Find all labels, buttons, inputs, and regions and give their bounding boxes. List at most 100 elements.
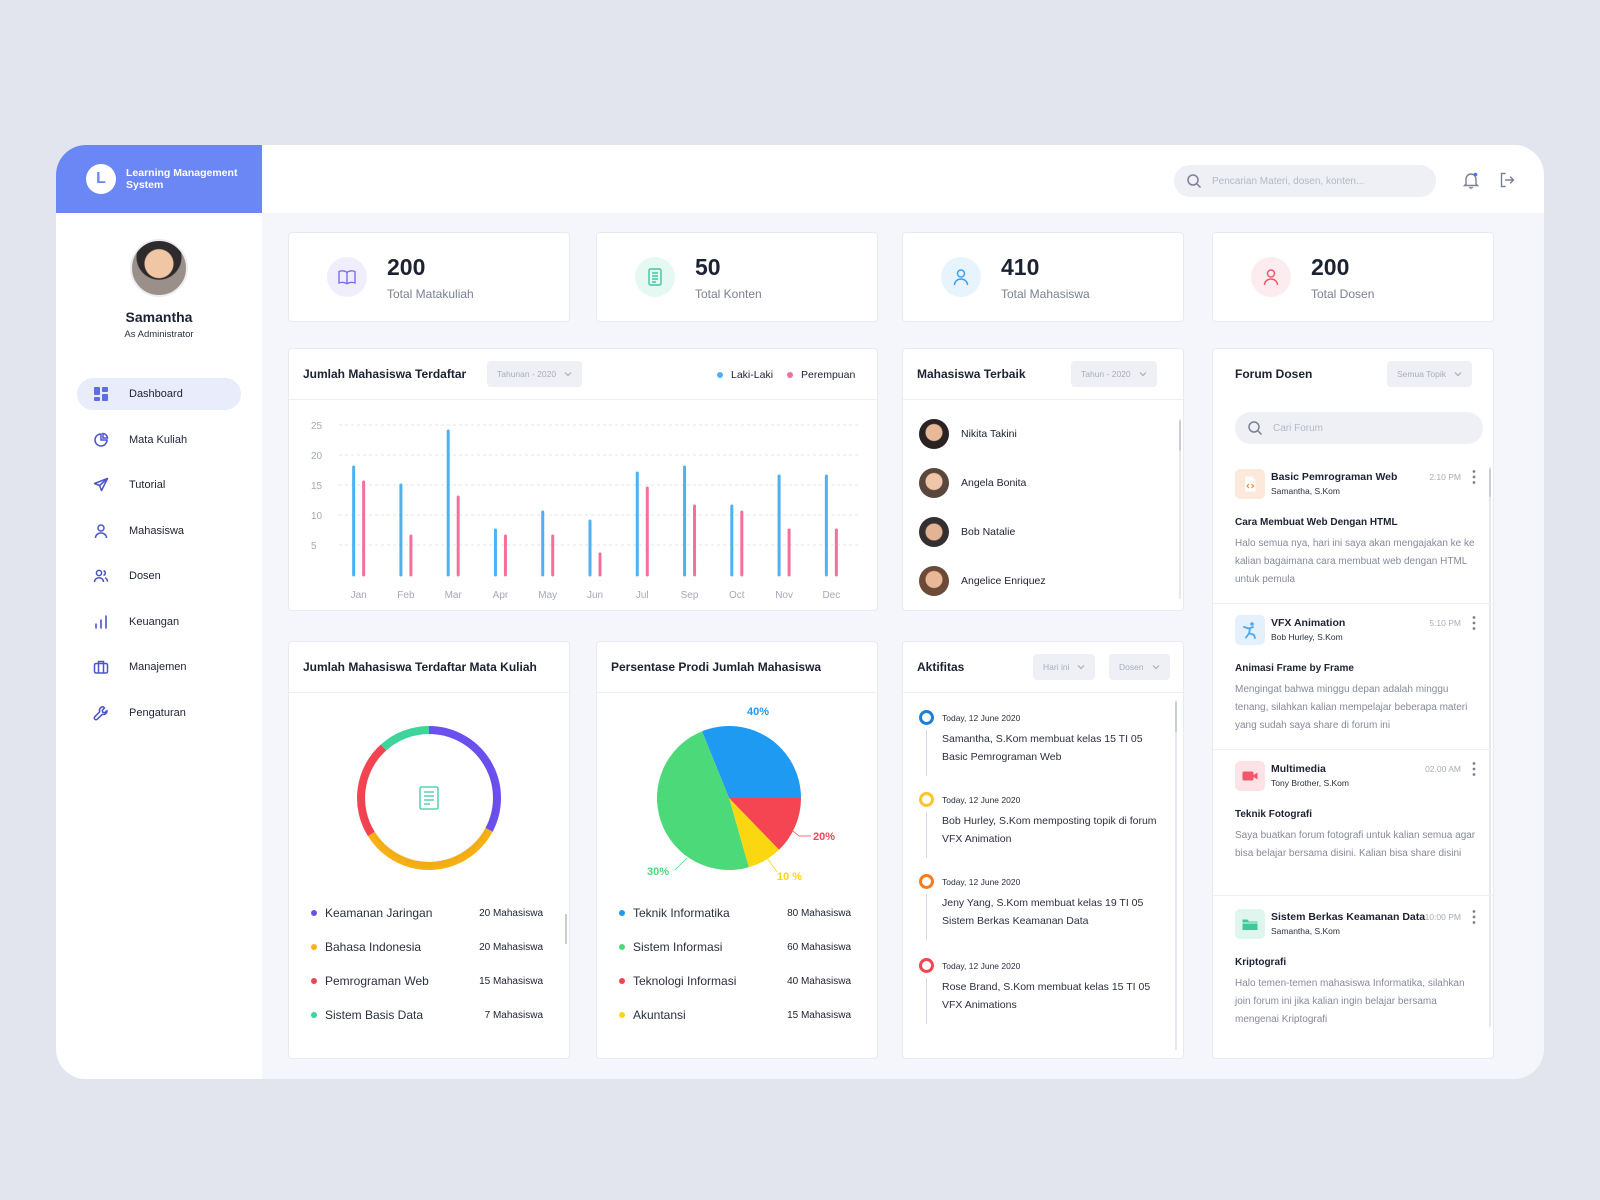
day-filter-dropdown[interactable]: Hari ini	[1033, 654, 1096, 680]
role-filter-dropdown[interactable]: Dosen	[1109, 654, 1170, 680]
pie-slice[interactable]	[702, 726, 801, 798]
legend-value: 80 Mahasiswa	[787, 907, 851, 919]
sidebar-item-mahasiswa[interactable]: Mahasiswa	[77, 515, 241, 547]
more-vertical-icon[interactable]	[1469, 761, 1479, 777]
pie-slice[interactable]	[657, 731, 749, 870]
logout-icon[interactable]	[1498, 171, 1516, 189]
code-file-icon	[1245, 476, 1256, 492]
stat-card-konten[interactable]: 50 Total Konten	[596, 232, 878, 322]
pie-slice[interactable]	[729, 798, 801, 850]
legend-dot	[311, 978, 317, 984]
sidebar-item-pengaturan[interactable]: Pengaturan	[77, 697, 241, 729]
divider	[1213, 749, 1493, 750]
donut-segment[interactable]	[357, 744, 387, 837]
post-subject: Animasi Frame by Frame	[1235, 663, 1354, 674]
timeline-dot	[919, 792, 934, 807]
prodi-pie-card: Persentase Prodi Jumlah Mahasiswa 40% 20…	[596, 641, 878, 1059]
stat-card-mahasiswa[interactable]: 410 Total Mahasiswa	[902, 232, 1184, 322]
sidebar-item-label: Dashboard	[129, 388, 183, 400]
legend-item-laki: Laki-Laki	[731, 369, 774, 381]
activity-date: Today, 12 June 2020	[942, 961, 1021, 971]
x-tick-label: Feb	[397, 590, 415, 601]
legend-value: 60 Mahasiswa	[787, 941, 851, 953]
legend-dot	[311, 1012, 317, 1018]
legend-label: Bahasa Indonesia	[325, 940, 422, 954]
list-item[interactable]: Bob Natalie	[919, 517, 1015, 547]
x-tick-label: Dec	[822, 590, 840, 601]
x-tick-label: Apr	[493, 590, 509, 601]
dropdown-value: Hari ini	[1043, 662, 1070, 672]
scrollbar[interactable]	[1489, 467, 1491, 1027]
more-vertical-icon[interactable]	[1469, 615, 1479, 631]
sidebar-item-label: Mahasiswa	[129, 524, 185, 537]
chevron-down-icon	[1078, 665, 1085, 670]
search-input[interactable]	[1212, 175, 1422, 187]
year-filter-dropdown[interactable]: Tahun - 2020	[1071, 361, 1157, 387]
activity-text: Samantha, S.Kom membuat kelas 15 TI 05 B…	[942, 733, 1143, 763]
post-title: VFX Animation	[1271, 617, 1346, 629]
x-tick-label: May	[538, 590, 557, 601]
pie-slice[interactable]	[729, 798, 780, 868]
stat-card-matakuliah[interactable]: 200 Total Matakuliah	[288, 232, 570, 322]
app-window: L Learning Management System Samantha As…	[56, 145, 1544, 1079]
donut-segment[interactable]	[428, 726, 501, 832]
legend-item: Sistem Informasi 60 Mahasiswa	[619, 940, 851, 954]
post-time: 02.00 AM	[1425, 764, 1461, 774]
donut-center	[366, 735, 492, 861]
sidebar-item-keuangan[interactable]: Keuangan	[77, 606, 241, 638]
scrollbar[interactable]	[1175, 700, 1177, 1050]
post-icon-wrap	[1235, 615, 1265, 645]
scrollbar-thumb[interactable]	[1489, 469, 1491, 497]
avatar[interactable]	[130, 239, 188, 297]
list-item[interactable]: Angela Bonita	[919, 468, 1026, 498]
bell-icon[interactable]	[1462, 171, 1480, 189]
sidebar-item-dosen[interactable]: Dosen	[77, 560, 241, 592]
brand[interactable]: L Learning Management System	[56, 145, 262, 213]
sidebar-item-manajemen[interactable]: Manajemen	[77, 651, 241, 683]
sidebar-item-dashboard[interactable]: Dashboard	[77, 378, 241, 410]
x-tick-label: Oct	[729, 590, 745, 601]
stat-card-dosen[interactable]: 200 Total Dosen	[1212, 232, 1494, 322]
timeline-dot	[919, 710, 934, 725]
stat-label: Total Mahasiswa	[1001, 286, 1090, 301]
x-tick-label: Sep	[681, 590, 699, 601]
stat-label: Total Konten	[695, 286, 762, 301]
scrollbar-thumb[interactable]	[1179, 421, 1181, 451]
forum-search[interactable]	[1235, 412, 1483, 444]
briefcase-icon	[93, 660, 109, 674]
more-vertical-icon[interactable]	[1469, 909, 1479, 925]
legend-dot	[311, 910, 317, 916]
legend-dot	[787, 372, 794, 378]
stat-value: 410	[1001, 253, 1040, 280]
pie-label: 20%	[813, 831, 835, 843]
legend-dot	[619, 944, 625, 950]
year-filter-dropdown[interactable]: Tahunan - 2020	[487, 361, 583, 387]
sidebar-item-mata-kuliah[interactable]: Mata Kuliah	[77, 424, 241, 456]
scrollbar-thumb[interactable]	[565, 914, 567, 944]
legend-item-perempuan: Perempuan	[801, 369, 856, 381]
donut-segment[interactable]	[367, 827, 493, 870]
scrollbar[interactable]	[1179, 419, 1181, 599]
more-vertical-icon[interactable]	[1469, 469, 1479, 485]
y-tick-label: 10	[311, 511, 323, 522]
document-icon	[648, 268, 662, 286]
pie-leader-line	[766, 857, 778, 873]
list-item[interactable]: Nikita Takini	[919, 419, 1017, 449]
post-body: Halo semua nya, hari ini saya akan menga…	[1235, 538, 1475, 585]
list-item[interactable]: Angelice Enriquez	[919, 566, 1046, 596]
post-icon-wrap	[1235, 469, 1265, 499]
student-name: Nikita Takini	[961, 428, 1017, 440]
x-tick-label: Jul	[636, 590, 649, 601]
send-icon	[93, 477, 109, 492]
scrollbar-thumb[interactable]	[1175, 702, 1177, 732]
chevron-down-icon	[1152, 665, 1160, 670]
topic-filter-dropdown[interactable]: Semua Topik	[1387, 361, 1472, 387]
legend-label: Sistem Informasi	[633, 940, 723, 954]
global-search[interactable]	[1174, 165, 1436, 197]
post-body: Saya buatkan forum fotografi untuk kalia…	[1235, 830, 1476, 859]
forum-search-input[interactable]	[1273, 422, 1453, 434]
sidebar-item-tutorial[interactable]: Tutorial	[77, 469, 241, 501]
post-body: Mengingat bahwa minggu depan adalah ming…	[1235, 684, 1468, 731]
donut-segment[interactable]	[380, 726, 430, 751]
sidebar-nav: Dashboard Mata Kuliah Tutorial Mahasiswa…	[56, 378, 262, 729]
